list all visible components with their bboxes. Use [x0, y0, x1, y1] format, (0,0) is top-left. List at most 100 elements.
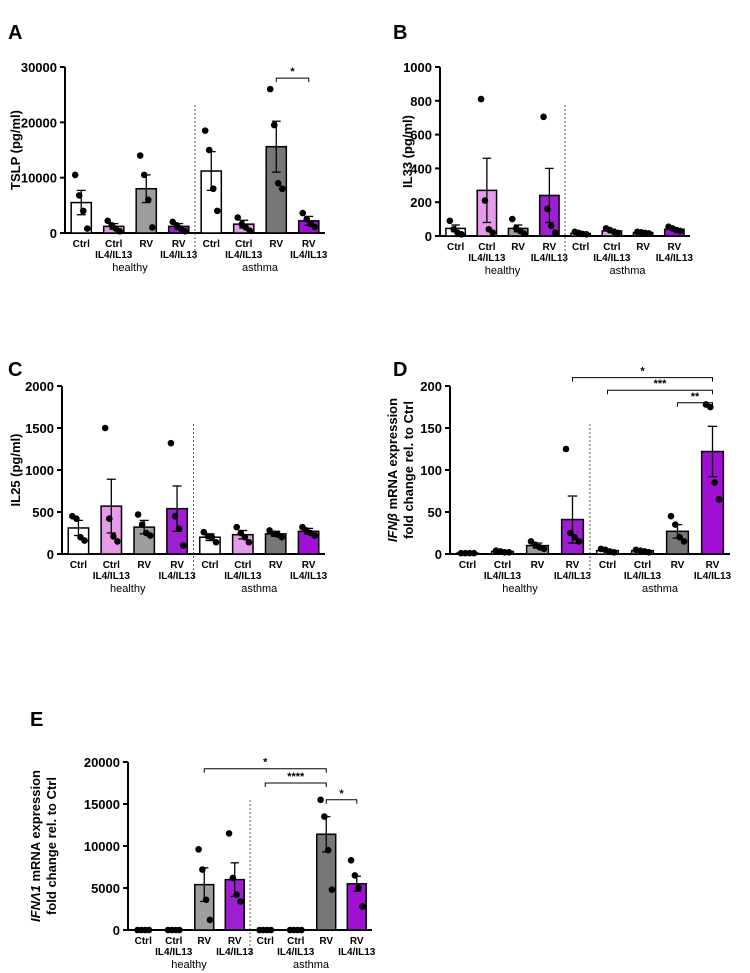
significance-label: * [640, 366, 645, 378]
y-tick-label: 150 [420, 421, 442, 436]
group-label: healthy [112, 262, 148, 274]
significance-label: * [339, 788, 344, 800]
y-tick-label: 2000 [25, 379, 54, 394]
group-label: asthma [241, 583, 278, 595]
data-point [355, 884, 362, 892]
data-point [562, 445, 570, 453]
data-point [233, 891, 240, 899]
data-point [181, 228, 189, 235]
data-point [144, 196, 152, 204]
data-point [544, 205, 551, 213]
y-tick-label: 0 [113, 923, 120, 938]
y-axis-label: IFNΛ1 mRNA expression [28, 770, 43, 922]
category-label: RV [228, 936, 242, 947]
data-point [707, 403, 714, 411]
category-label: Ctrl [287, 936, 304, 947]
y-axis-label-text: mRNA expression [28, 770, 43, 885]
data-point [75, 192, 83, 199]
data-point [176, 926, 183, 934]
category-label-line2: IL4/IL13 [694, 571, 732, 582]
category-label-line2: IL4/IL13 [338, 947, 376, 958]
data-point [481, 197, 489, 204]
category-label: RV [319, 936, 333, 947]
data-point [237, 898, 244, 905]
data-point [206, 916, 214, 924]
data-point [359, 903, 366, 910]
data-point [575, 538, 583, 545]
y-axis-label: IFNβ mRNA expression [385, 398, 400, 542]
data-point [328, 886, 336, 893]
data-point [200, 528, 208, 536]
data-point [81, 537, 88, 544]
data-point [645, 549, 653, 556]
group-label: healthy [110, 583, 146, 595]
category-label: RV [566, 560, 580, 571]
data-point [274, 179, 282, 187]
y-tick-label: 600 [410, 128, 432, 143]
category-label: RV [197, 936, 211, 947]
data-point [676, 227, 684, 235]
category-label-line2: IL4/IL13 [290, 250, 328, 261]
data-point [116, 228, 124, 235]
significance-bracket [264, 782, 327, 787]
category-label: Ctrl [599, 560, 616, 571]
data-point [209, 185, 217, 193]
data-point [245, 538, 253, 546]
category-label: RV [302, 560, 316, 571]
category-label-line2: IL4/IL13 [554, 571, 592, 582]
data-point [266, 85, 274, 93]
category-label: RV [269, 560, 283, 571]
group-label: asthma [642, 583, 679, 595]
data-point [246, 227, 254, 235]
category-label-line2: IL4/IL13 [531, 253, 569, 264]
data-point [237, 529, 245, 537]
category-label: Ctrl [105, 239, 122, 250]
y-tick-label: 10000 [21, 171, 57, 186]
y-axis-label-gene: IFNβ [385, 513, 400, 542]
data-point [347, 856, 355, 864]
data-point [267, 926, 275, 934]
data-point [567, 529, 574, 537]
data-point [278, 185, 286, 193]
data-point [551, 229, 559, 236]
data-point [138, 521, 146, 528]
group-label: asthma [293, 959, 330, 971]
data-point [83, 225, 91, 232]
category-label: RV [302, 239, 316, 250]
data-point [311, 532, 318, 539]
category-label-line2: IL4/IL13 [93, 571, 131, 582]
y-axis-label: TSLP (pg/ml) [8, 110, 23, 190]
category-label: RV [706, 560, 720, 571]
y-tick-label: 1500 [25, 421, 54, 436]
y-tick-label: 100 [420, 463, 442, 478]
group-label: healthy [171, 959, 207, 971]
category-label-line2: IL4/IL13 [155, 947, 193, 958]
y-tick-label: 200 [410, 195, 432, 210]
significance-label: * [290, 66, 295, 78]
category-label: Ctrl [478, 242, 495, 253]
data-point [234, 214, 242, 221]
data-point [571, 533, 578, 541]
category-label: Ctrl [572, 242, 589, 253]
data-point [225, 830, 233, 837]
category-label: Ctrl [603, 242, 620, 253]
category-label: RV [636, 242, 650, 253]
data-point [270, 121, 278, 129]
data-point [298, 926, 305, 934]
data-point [208, 533, 216, 541]
category-label: Ctrl [257, 936, 274, 947]
category-label: RV [269, 239, 283, 250]
category-label: Ctrl [73, 239, 90, 250]
data-point [303, 215, 311, 223]
panel-letter: E [30, 709, 43, 731]
data-point [470, 549, 478, 557]
data-point [205, 146, 213, 154]
category-label: RV [543, 242, 557, 253]
data-point [489, 229, 496, 236]
data-point [614, 229, 621, 237]
data-point [136, 152, 144, 159]
data-point [145, 926, 153, 934]
